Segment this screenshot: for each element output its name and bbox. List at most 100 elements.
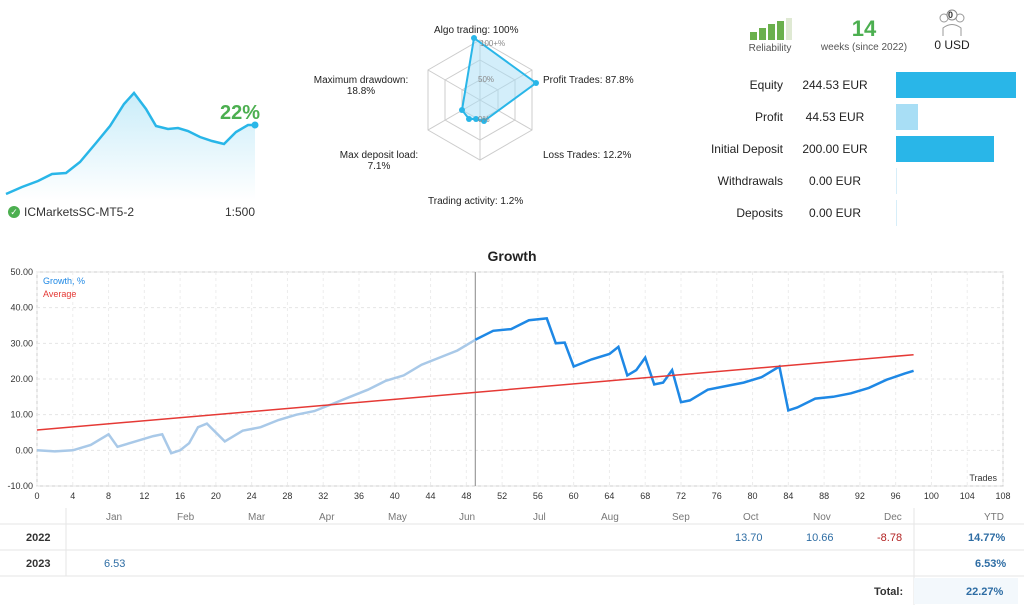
stat-value: 0.00 EUR [808,206,862,220]
subscription-price: 0 USD [934,38,970,52]
x-tick-label: 88 [819,491,829,501]
mini-area [6,93,255,200]
month-apr: Apr [319,512,335,523]
y-tick-label: -10.00 [7,481,33,491]
x-tick-label: 76 [712,491,722,501]
x-axis-label: Trades [969,473,997,483]
reliability-bars-icon [750,18,792,40]
ytd-header: YTD [984,512,1004,523]
growth-percent: 22% [220,102,261,124]
ytd-2023: 6.53% [975,558,1007,570]
cell-2022-dec[interactable]: -8.78 [877,532,903,544]
cell-2023-jan[interactable]: 6.53 [104,558,126,570]
stat-bar [896,72,1016,98]
mini-growth-chart [5,91,259,200]
chart-title: Growth [487,248,537,264]
stat-value: 200.00 EUR [802,142,868,156]
stat-bar [896,136,994,162]
x-tick-label: 104 [960,491,975,501]
y-tick-label: 20.00 [10,374,33,384]
x-tick-label: 108 [995,491,1010,501]
x-tick-label: 8 [106,491,111,501]
stat-name: Deposits [736,206,783,220]
radar-scale-low: 0% [478,115,490,124]
stat-bar [896,200,897,226]
series-line [474,317,914,413]
leverage: 1:500 [225,205,256,219]
x-tick-label: 28 [282,491,292,501]
stat-row: Withdrawals 0.00 EUR [690,168,1020,194]
year-2023: 2023 [26,558,51,570]
x-tick-label: 20 [211,491,221,501]
subscribers-block: 0 0 USD [928,6,976,52]
month-aug: Aug [601,512,619,523]
stat-row: Profit 44.53 EUR [690,104,1020,130]
weeks-number: 14 [851,16,877,41]
stat-value: 0.00 EUR [808,174,862,188]
total-value: 22.27% [966,586,1004,598]
stat-name: Withdrawals [717,174,783,188]
year-2022: 2022 [26,532,51,544]
radar-chart: 100+% 50% 0% [427,35,539,161]
radar-label-drawdown: Maximum drawdown: 18.8% [313,75,409,97]
reliability-label: Reliability [748,43,792,54]
y-tick-label: 50.00 [10,267,33,277]
verified-check-icon: ✓ [8,206,20,218]
y-tick-label: 10.00 [10,410,33,420]
stat-row: Equity 244.53 EUR [690,72,1020,98]
x-tick-label: 64 [604,491,614,501]
x-tick-label: 40 [390,491,400,501]
month-jan: Jan [106,512,123,523]
stat-name: Initial Deposit [710,142,783,156]
x-tick-label: 52 [497,491,507,501]
weeks-label: weeks (since 2022) [820,42,908,53]
subscribers-count: 0 [948,10,954,20]
month-jun: Jun [459,512,476,523]
y-tick-label: 0.00 [15,445,33,455]
mini-growth-widget: 22% ✓ ICMarketsSC-MT5-2 1:500 [0,80,270,225]
x-tick-label: 36 [354,491,364,501]
table-lines [0,508,1024,605]
y-tick-label: 40.00 [10,303,33,313]
radar-label-algo: Algo trading: 100% [434,25,519,36]
radar-label-profit: Profit Trades: 87.8% [543,75,634,86]
mini-end-dot [251,121,259,129]
mini-line [5,91,255,196]
weeks-block: 14 weeks (since 2022) [812,16,916,53]
month-dec: Dec [884,512,902,523]
x-tick-label: 12 [139,491,149,501]
x-tick-label: 4 [70,491,75,501]
month-feb: Feb [177,512,195,523]
stat-name: Profit [754,110,783,124]
series-line [36,353,914,431]
x-tick-label: 44 [426,491,436,501]
stat-value: 244.53 EUR [802,78,868,92]
subscribers-icon [939,9,965,36]
month-nov: Nov [813,512,831,523]
radar-scale-mid: 50% [478,75,494,84]
cell-2022-oct[interactable]: 13.70 [735,532,763,544]
x-tick-label: 96 [891,491,901,501]
radar-scale-top: 100+% [480,39,505,48]
broker-server[interactable]: ✓ ICMarketsSC-MT5-2 [8,205,134,219]
x-tick-label: 84 [783,491,793,501]
legend-average: Average [43,289,76,299]
x-tick-label: 92 [855,491,865,501]
stat-row: Deposits 0.00 EUR [690,200,1020,226]
x-tick-label: 72 [676,491,686,501]
radar-label-loss: Loss Trades: 12.2% [543,150,632,161]
y-tick-label: 30.00 [10,338,33,348]
x-tick-label: 16 [175,491,185,501]
reliability-block: Reliability [740,18,800,54]
broker-name: ICMarketsSC-MT5-2 [24,205,135,219]
month-oct: Oct [743,512,759,523]
series-line [36,338,476,455]
month-mar: Mar [248,512,266,523]
x-tick-label: 68 [640,491,650,501]
total-label: Total: [874,586,904,598]
x-tick-label: 24 [247,491,257,501]
x-tick-label: 56 [533,491,543,501]
cell-2022-nov[interactable]: 10.66 [806,532,834,544]
x-tick-label: 48 [461,491,471,501]
